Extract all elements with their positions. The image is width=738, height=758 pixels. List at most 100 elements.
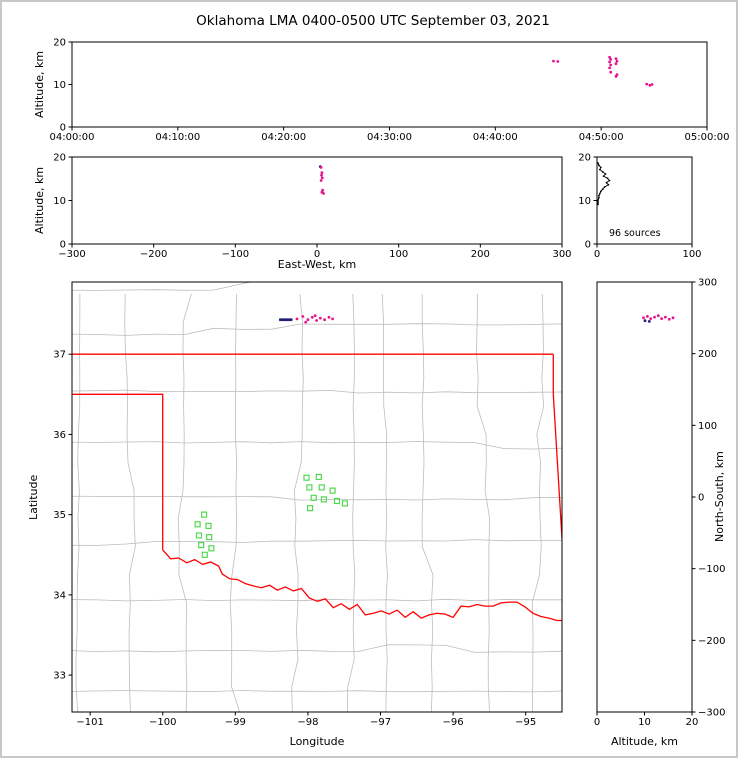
histogram-point [601,188,604,191]
county-line [72,495,562,501]
x-tick-label: 04:00:00 [50,132,95,143]
time_height-axes: 04:00:00 04:10:00 04:20:00 04:30:00 04:40:00… [50,38,730,144]
x-tick-label: 200 [471,249,490,260]
xaxis-label-altitude-bottom: Altitude, km [610,735,679,748]
histogram-point [607,183,610,186]
altitude-histogram [597,162,611,206]
lma-source-point [615,59,619,63]
lma-source-point [319,179,323,182]
x-tick-label: 04:30:00 [367,132,412,143]
yaxis-label-ew-height: Altitude, km [33,166,46,235]
lma-source-point [323,318,326,322]
histogram-point [598,197,600,199]
station-square [318,484,325,491]
lma-source-point [313,314,317,318]
x-tick-label: 10 [638,717,651,728]
station-square [341,500,348,507]
panel-frame [71,156,563,245]
x-tick-label: −99 [225,717,246,728]
lma-source-point [614,57,618,60]
histogram-point [597,201,599,204]
lma-source-point [643,319,647,323]
y-tick-label: 100 [698,421,717,432]
station-square [201,551,208,558]
x-tick-label: 100 [389,249,408,260]
lma-source-point [319,166,323,169]
county-line [124,293,136,712]
source-count-annotation: 96 sources [609,228,661,239]
station-square [198,541,205,549]
station-square [195,532,203,539]
y-tick-label: −200 [698,636,725,647]
lma-source-point [304,320,308,324]
x-tick-label: 04:50:00 [579,132,624,143]
station-square [208,545,215,552]
yaxis-label-north-south: North-South, km [713,451,726,543]
lma-source-point [306,318,310,322]
station-square [194,521,201,528]
lma-source-point [609,58,613,61]
lma-source-point [614,75,618,78]
county-line [72,323,562,336]
x-tick-label: 05:00:00 [685,132,730,143]
x-tick-label: 0 [594,249,600,260]
x-tick-label: 04:20:00 [261,132,306,143]
lma-source-point [320,171,324,175]
county-line [72,539,562,546]
y-tick-label: 35 [53,510,66,521]
state-border-segment [552,354,562,539]
histogram-point [598,194,600,197]
y-tick-label: −300 [698,708,725,719]
lma-source-point [608,66,611,70]
map-points [278,314,334,324]
station-square [206,533,213,541]
county-line [531,293,545,712]
y-tick-label: 37 [53,350,66,361]
x-tick-label: −95 [515,717,536,728]
histogram-point [602,175,605,178]
lma-source-point [671,316,675,320]
histogram-point [599,192,601,195]
station-square [333,497,341,505]
lma-source-point [556,60,560,63]
station-square [205,522,212,530]
state-border-segment [72,393,164,550]
y-tick-label: 0 [698,493,704,504]
lma-source-point [608,55,611,59]
county-line [75,293,81,712]
lma-source-point [608,60,611,64]
xaxis-label-east-west: East-West, km [277,258,357,271]
panel-frame [71,41,708,128]
station-square [306,484,313,491]
county-line [177,293,192,712]
lma-source-point [327,315,331,319]
y-tick-label: 0 [60,240,66,251]
y-tick-label: 20 [578,153,591,164]
lma-source-point [660,317,663,320]
y-tick-label: 10 [53,80,66,91]
lma-source-point [320,173,323,177]
county-line [72,441,562,450]
histogram-point [601,170,604,173]
lma-source-point [614,62,618,66]
lma-source-point [321,188,325,192]
station-square [201,511,208,518]
y-tick-label: 34 [53,590,66,601]
lma-source-point [289,318,293,322]
x-tick-label: −100 [149,717,176,728]
x-tick-label: −300 [58,249,85,260]
lma-source-point [656,314,660,318]
y-tick-label: 20 [53,153,66,164]
y-tick-label: 200 [698,349,717,360]
county-line [291,293,304,712]
x-tick-label: −101 [76,717,103,728]
lma-source-point [552,59,555,63]
xaxis-label-longitude: Longitude [289,735,345,748]
histogram-point [603,186,606,188]
ns_height-points [642,314,675,323]
lma-source-point [609,63,613,67]
histogram-point [599,190,602,193]
x-tick-label: 100 [682,249,701,260]
county-line [347,293,356,712]
panel-frame [71,281,563,713]
